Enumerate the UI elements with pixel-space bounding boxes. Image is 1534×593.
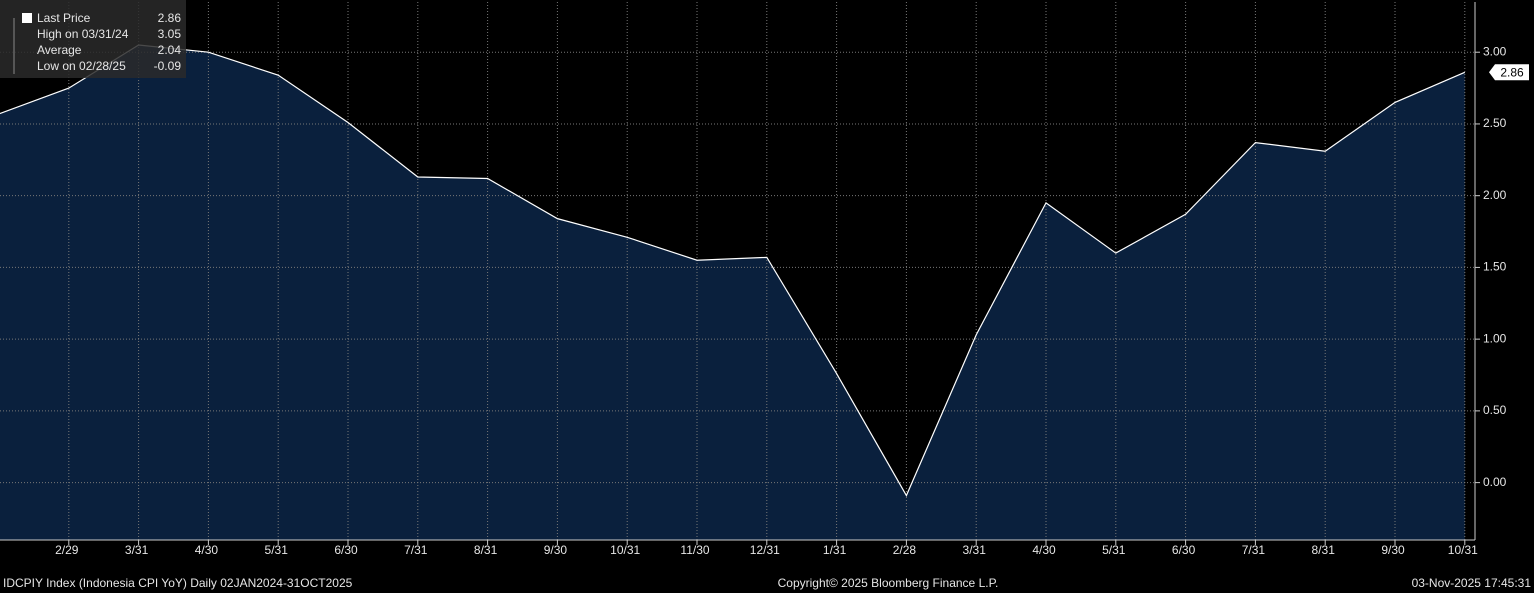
legend-swatch xyxy=(22,13,32,23)
legend-value: -0.09 xyxy=(154,59,182,73)
legend-value: 3.05 xyxy=(158,27,182,41)
x-tick-label: 3/31 xyxy=(963,543,987,557)
legend-label: Last Price xyxy=(37,11,91,25)
x-tick-label: 6/30 xyxy=(1172,543,1196,557)
x-tick-label: 7/31 xyxy=(1242,543,1266,557)
x-tick-label: 2/28 xyxy=(893,543,917,557)
area xyxy=(0,45,1465,540)
footer-right: 03-Nov-2025 17:45:31 xyxy=(1412,576,1532,590)
y-tick-label: 3.00 xyxy=(1483,44,1507,58)
footer-left: IDCPIY Index (Indonesia CPI YoY) Daily 0… xyxy=(3,576,353,590)
x-tick-label: 5/31 xyxy=(1102,543,1126,557)
y-tick-label: 0.50 xyxy=(1483,403,1507,417)
legend-label: Average xyxy=(37,43,82,57)
x-tick-label: 10/31 xyxy=(610,543,640,557)
x-tick-label: 8/31 xyxy=(1312,543,1336,557)
last-price-tag xyxy=(1489,64,1529,81)
y-tick-label: 0.00 xyxy=(1483,475,1507,489)
x-tick-label: 4/30 xyxy=(195,543,219,557)
x-tick-label: 8/31 xyxy=(474,543,498,557)
x-tick-label: 10/31 xyxy=(1448,543,1478,557)
x-tick-label: 12/31 xyxy=(750,543,780,557)
y-tick-label: 1.00 xyxy=(1483,331,1507,345)
x-tick-label: 4/30 xyxy=(1032,543,1056,557)
line xyxy=(0,44,1466,497)
x-tick-label: 3/31 xyxy=(125,543,149,557)
x-tick-label: 2/29 xyxy=(55,543,79,557)
x-tick-label: 9/30 xyxy=(1381,543,1405,557)
y-tick-label: 1.50 xyxy=(1483,260,1507,274)
legend-label: Low on 02/28/25 xyxy=(37,59,126,73)
x-tick-label: 5/31 xyxy=(265,543,289,557)
legend-label: High on 03/31/24 xyxy=(37,27,129,41)
x-tick-label: 9/30 xyxy=(544,543,568,557)
y-tick-label: 2.00 xyxy=(1483,188,1507,202)
x-tick-label: 1/31 xyxy=(823,543,847,557)
x-tick-label: 11/30 xyxy=(680,543,709,557)
x-tick-label: 7/31 xyxy=(404,543,428,557)
last-price-label: 2.86 xyxy=(1500,65,1524,79)
x-tick-label: 6/30 xyxy=(334,543,358,557)
legend-value: 2.86 xyxy=(158,11,182,25)
y-tick-label: 2.50 xyxy=(1483,116,1507,130)
legend-value: 2.04 xyxy=(158,43,182,57)
footer-center: Copyright© 2025 Bloomberg Finance L.P. xyxy=(778,576,999,590)
